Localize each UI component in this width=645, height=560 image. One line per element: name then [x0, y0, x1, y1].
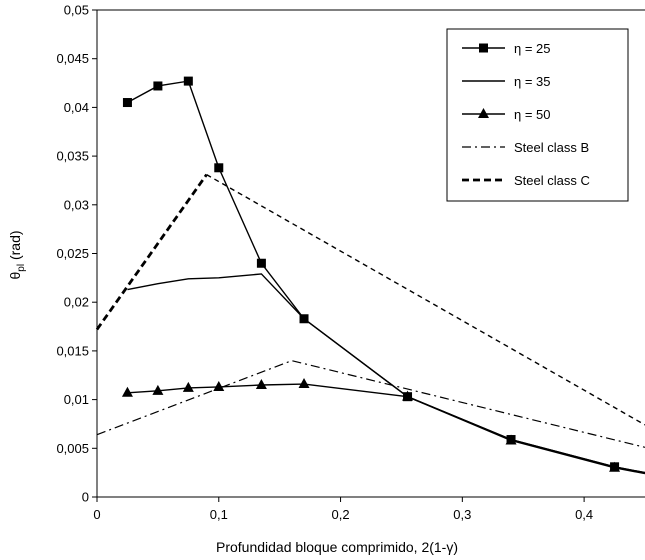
y-tick-label: 0,035	[56, 149, 89, 164]
series-line	[127, 383, 645, 475]
y-tick-label: 0,045	[56, 51, 89, 66]
x-axis-title: Profundidad bloque comprimido, 2(1-γ)	[216, 539, 458, 555]
x-axis: 0 0,1 0,2 0,3 0,4	[93, 497, 593, 522]
y-tick-label: 0	[82, 490, 89, 505]
series-2	[127, 273, 645, 474]
series-line	[95, 173, 208, 331]
data-point	[213, 380, 225, 391]
data-point	[255, 378, 267, 389]
legend-label: η = 50	[514, 107, 551, 122]
y-tick-label: 0,03	[64, 197, 89, 212]
y-tick-label: 0,01	[64, 392, 89, 407]
data-point	[609, 461, 621, 472]
data-point	[183, 76, 193, 86]
series-line	[206, 173, 645, 426]
x-tick-label: 0,2	[332, 507, 350, 522]
data-point	[182, 381, 194, 392]
legend-marker	[479, 43, 488, 53]
y-axis-title-subscript: pl	[16, 264, 27, 272]
data-point	[122, 98, 132, 108]
x-tick-label: 0,3	[453, 507, 471, 522]
y-axis-title-symbol: θ	[7, 272, 23, 280]
legend-label: Steel class C	[514, 173, 590, 188]
y-tick-label: 0,015	[56, 343, 89, 358]
x-tick-label: 0	[93, 507, 100, 522]
data-point	[153, 81, 163, 91]
data-point	[121, 386, 133, 397]
data-point	[214, 163, 224, 173]
y-tick-label: 0,025	[56, 246, 89, 261]
y-axis-title-unit: (rad)	[7, 230, 23, 263]
y-tick-label: 0,05	[64, 3, 89, 18]
data-point	[256, 258, 266, 268]
legend-label: η = 25	[514, 41, 551, 56]
legend-label: η = 35	[514, 74, 551, 89]
series-3	[121, 378, 645, 475]
legend-label: Steel class B	[514, 140, 589, 155]
data-point	[298, 378, 310, 389]
legend-box	[446, 28, 629, 202]
series-4	[96, 360, 645, 448]
x-tick-label: 0,4	[575, 507, 593, 522]
x-tick-label: 0,1	[210, 507, 228, 522]
series-5	[95, 173, 645, 426]
data-point	[402, 390, 414, 401]
series-layer	[95, 76, 645, 475]
y-tick-label: 0,005	[56, 441, 89, 456]
series-line	[127, 273, 645, 474]
y-tick-label: 0,04	[64, 100, 89, 115]
y-tick-label: 0,02	[64, 295, 89, 310]
data-point	[152, 384, 164, 395]
legend: η = 25 η = 35 η = 50 Steel class B Steel cla…	[446, 28, 629, 202]
y-axis-title: θpl (rad)	[7, 230, 27, 279]
series-line	[96, 360, 645, 448]
data-point	[505, 434, 517, 445]
legend-marker	[478, 108, 489, 118]
y-axis: 0 0,005 0,01 0,015 0,02 0,025 0,03 0,035 0,04 0,0…	[56, 3, 97, 505]
